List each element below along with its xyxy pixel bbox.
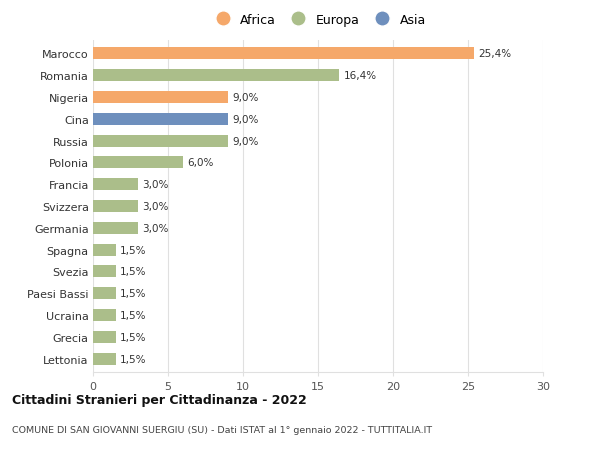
Text: 9,0%: 9,0%: [233, 115, 259, 124]
Bar: [93, 70, 339, 82]
Bar: [93, 179, 138, 191]
Bar: [93, 287, 115, 300]
Legend: Africa, Europa, Asia: Africa, Europa, Asia: [205, 9, 431, 32]
Bar: [93, 353, 115, 365]
Bar: [93, 48, 474, 60]
Text: 9,0%: 9,0%: [233, 136, 259, 146]
Bar: [93, 331, 115, 343]
Text: 25,4%: 25,4%: [479, 50, 512, 59]
Text: Cittadini Stranieri per Cittadinanza - 2022: Cittadini Stranieri per Cittadinanza - 2…: [12, 393, 307, 406]
Text: 6,0%: 6,0%: [187, 158, 214, 168]
Bar: [93, 309, 115, 321]
Text: 3,0%: 3,0%: [143, 223, 169, 233]
Bar: [93, 222, 138, 234]
Text: 3,0%: 3,0%: [143, 180, 169, 190]
Bar: [93, 244, 115, 256]
Text: 1,5%: 1,5%: [120, 267, 146, 277]
Text: 1,5%: 1,5%: [120, 289, 146, 298]
Text: 1,5%: 1,5%: [120, 354, 146, 364]
Text: 1,5%: 1,5%: [120, 332, 146, 342]
Bar: [93, 201, 138, 213]
Bar: [93, 92, 228, 104]
Text: COMUNE DI SAN GIOVANNI SUERGIU (SU) - Dati ISTAT al 1° gennaio 2022 - TUTTITALIA: COMUNE DI SAN GIOVANNI SUERGIU (SU) - Da…: [12, 425, 432, 434]
Bar: [93, 157, 183, 169]
Bar: [93, 114, 228, 126]
Bar: [93, 135, 228, 147]
Text: 3,0%: 3,0%: [143, 202, 169, 212]
Text: 1,5%: 1,5%: [120, 310, 146, 320]
Text: 16,4%: 16,4%: [343, 71, 377, 81]
Bar: [93, 266, 115, 278]
Text: 1,5%: 1,5%: [120, 245, 146, 255]
Text: 9,0%: 9,0%: [233, 93, 259, 103]
